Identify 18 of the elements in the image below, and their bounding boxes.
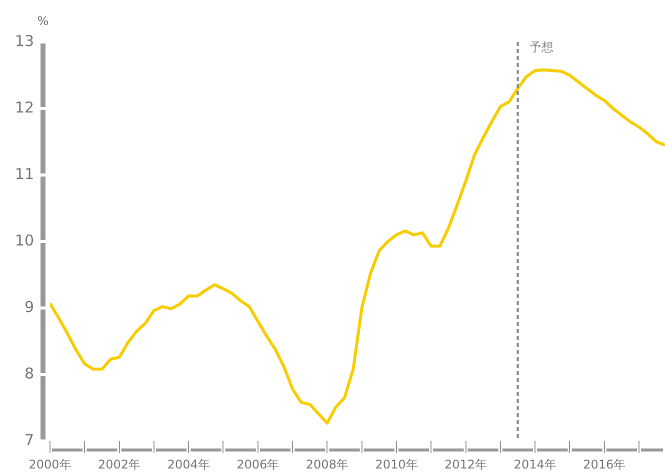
y-tick-label: 10 — [14, 231, 34, 250]
x-tick-label: 2002年 — [98, 457, 141, 472]
x-tick-label: 2010年 — [375, 457, 418, 472]
y-tick-label: 11 — [14, 164, 34, 183]
ref-line-label: 予想 — [530, 40, 554, 54]
x-tick-label: 2012年 — [444, 457, 488, 472]
y-tick-label: 12 — [14, 98, 34, 116]
x-tick-label: 2006年 — [236, 457, 280, 472]
y-tick-label: 13 — [14, 32, 34, 50]
x-tick-label: 2016年 — [583, 457, 626, 472]
x-tick-label: 2008年 — [306, 457, 348, 472]
x-tick-label: 2000年 — [28, 457, 72, 472]
x-tick-label: 2004年 — [167, 457, 210, 472]
x-tick-label: 2014年 — [514, 457, 556, 472]
y-tick-label: 7 — [24, 430, 34, 449]
y-axis-title: % — [37, 14, 49, 28]
y-tick-label: 8 — [24, 364, 34, 382]
y-tick-label: 9 — [24, 298, 34, 316]
